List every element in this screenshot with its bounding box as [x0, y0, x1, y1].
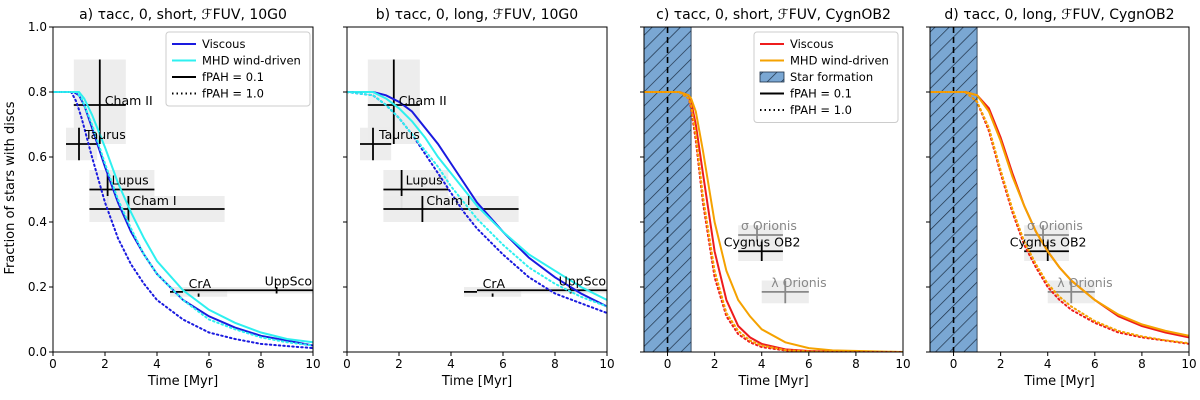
legend-label: Viscous — [202, 37, 245, 51]
series-line — [53, 91, 313, 347]
x-tick-label: 6 — [805, 357, 813, 371]
series-line — [930, 91, 1189, 345]
x-axis-label: Time [Myr] — [1023, 374, 1094, 389]
plot-area — [930, 27, 1189, 352]
x-tick-label: 2 — [997, 357, 1005, 371]
plot-area — [644, 27, 903, 352]
panel-title: d) τacc, 0, long, ℱFUV, CygnOB2 — [944, 7, 1174, 23]
x-tick-label: 8 — [852, 357, 860, 371]
x-tick-label: 0 — [343, 357, 351, 371]
series-line — [644, 91, 903, 352]
legend-label: fPAH = 0.1 — [202, 70, 264, 84]
y-tick-label: 0.8 — [28, 85, 47, 99]
chart-panel-2: Cham II Taurus Lupus Cham I CrA UppSco 0 2 4 6 8 10… — [343, 7, 615, 389]
obs-label: Cham I — [132, 193, 176, 208]
plot-area — [53, 59, 313, 350]
obs-label: Cham I — [426, 193, 470, 208]
chart-panel-1: Cham II Taurus Lupus Cham I CrA UppSco 0 2 4 6 8 10… — [28, 7, 321, 389]
obs-label: UppSco — [265, 273, 312, 288]
obs-label: Cham II — [399, 93, 447, 108]
obs-label: Lupus — [406, 173, 443, 188]
obs-label: σ Orionis — [1027, 218, 1083, 233]
obs-label: λ Orionis — [1057, 275, 1112, 290]
obs-label: Cygnus OB2 — [1010, 234, 1087, 249]
x-tick-label: 4 — [758, 357, 766, 371]
legend-label: Star formation — [790, 70, 873, 84]
x-tick-label: 4 — [1044, 357, 1052, 371]
legend: Viscous MHD wind-driven Star formation fPAH… — [753, 31, 899, 123]
x-tick-label: 0 — [950, 357, 958, 371]
obs-label: Taurus — [378, 127, 420, 142]
x-tick-label: 10 — [305, 357, 320, 371]
x-tick-label: 8 — [1138, 357, 1146, 371]
obs-label: σ Orionis — [741, 218, 797, 233]
x-tick-label: 8 — [257, 357, 265, 371]
x-tick-label: 4 — [447, 357, 455, 371]
axes-frame — [929, 26, 1190, 353]
obs-label: Taurus — [84, 127, 126, 142]
panel-title: b) τacc, 0, long, ℱFUV, 10G0 — [376, 7, 578, 23]
legend-label: fPAH = 1.0 — [202, 87, 264, 101]
panel-title: a) τacc, 0, short, ℱFUV, 10G0 — [79, 7, 287, 23]
panel-title: c) τacc, 0, short, ℱFUV, CygnOB2 — [656, 7, 891, 23]
obs-label: Cygnus OB2 — [724, 234, 801, 249]
plot-area — [347, 59, 607, 314]
x-tick-label: 10 — [599, 357, 614, 371]
y-tick-label: 0.0 — [28, 345, 47, 359]
axes-frame — [643, 26, 904, 353]
x-tick-label: 0 — [49, 357, 57, 371]
x-tick-label: 2 — [395, 357, 403, 371]
x-tick-label: 2 — [711, 357, 719, 371]
obs-label: Cham II — [105, 93, 153, 108]
legend: Viscous MHD wind-driven fPAH = 0.1 fPAH = 1… — [165, 31, 311, 107]
obs-label: UppSco — [559, 273, 606, 288]
axes-frame — [346, 26, 608, 353]
obs-label: λ Orionis — [771, 275, 826, 290]
y-tick-label: 1.0 — [28, 20, 47, 34]
x-axis-label: Time [Myr] — [737, 374, 808, 389]
legend-label: fPAH = 0.1 — [790, 87, 852, 101]
legend-label: MHD wind-driven — [790, 54, 889, 68]
obs-label: Lupus — [112, 173, 149, 188]
obs-label: CrA — [189, 276, 212, 291]
series-line — [53, 91, 313, 344]
legend-label: fPAH = 1.0 — [790, 103, 852, 117]
axes-frame — [52, 26, 314, 353]
x-tick-label: 6 — [499, 357, 507, 371]
legend-swatch — [759, 71, 785, 83]
x-tick-label: 4 — [153, 357, 161, 371]
series-line — [53, 91, 313, 350]
y-tick-label: 0.6 — [28, 150, 47, 164]
x-tick-label: 6 — [1091, 357, 1099, 371]
x-tick-label: 0 — [664, 357, 672, 371]
series-line — [930, 91, 1189, 345]
y-tick-label: 0.4 — [28, 215, 47, 229]
panels: Cham II Taurus Lupus Cham I CrA UppSco 0 2 4 6 8 10… — [28, 7, 1197, 389]
x-axis-label: Time [Myr] — [147, 374, 218, 389]
series-line — [930, 91, 1189, 337]
x-tick-label: 6 — [205, 357, 213, 371]
legend-frame — [753, 31, 899, 123]
x-tick-label: 10 — [1181, 357, 1196, 371]
legend-label: Viscous — [790, 37, 833, 51]
series-line — [347, 91, 607, 308]
x-axis-label: Time [Myr] — [441, 374, 512, 389]
obs-label: CrA — [483, 276, 506, 291]
series-line — [347, 91, 607, 301]
legend-label: MHD wind-driven — [202, 54, 301, 68]
legend-frame — [165, 31, 311, 107]
series-line — [347, 91, 607, 308]
x-tick-label: 10 — [895, 357, 910, 371]
x-tick-label: 8 — [551, 357, 559, 371]
y-tick-label: 0.2 — [28, 280, 47, 294]
series-line — [644, 91, 903, 352]
y-axis-label: Fraction of stars with discs — [3, 101, 18, 274]
x-tick-label: 2 — [101, 357, 109, 371]
